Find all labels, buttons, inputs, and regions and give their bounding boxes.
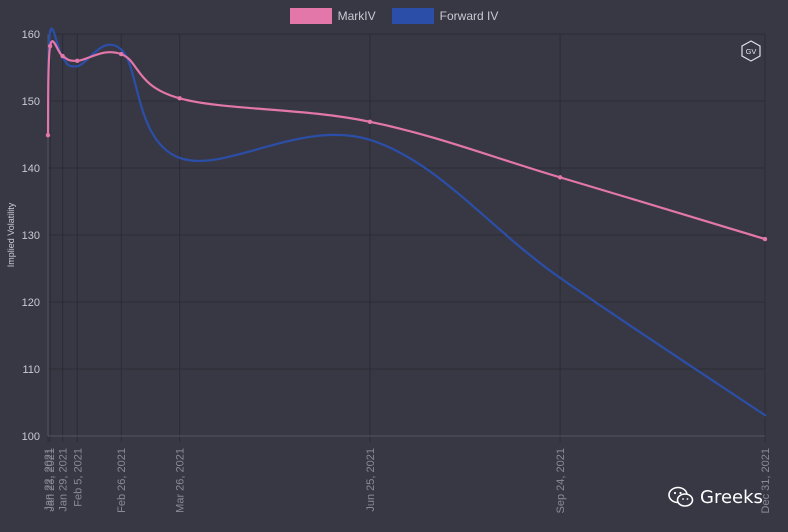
data-point-markiv — [118, 51, 124, 57]
x-tick-label: Feb 5, 2021 — [72, 448, 84, 507]
y-axis-title: Implied Volatility — [6, 202, 16, 267]
y-tick-label: 120 — [22, 297, 40, 309]
data-point-forward-iv — [763, 414, 767, 417]
x-tick-label: Jan 23, 2021 — [45, 448, 57, 512]
watermark-text: Greeks — [700, 486, 763, 508]
y-tick-label: 140 — [22, 163, 40, 175]
legend-label-markiv: MarkIV — [337, 9, 376, 23]
data-point-forward-iv — [119, 48, 123, 51]
data-point-markiv — [177, 96, 182, 101]
data-point-forward-iv — [368, 138, 372, 142]
data-point-markiv — [60, 53, 65, 59]
gv-badge: GV — [740, 40, 761, 62]
data-point-markiv — [557, 175, 563, 180]
legend-label-forward-iv: Forward IV — [439, 9, 499, 23]
x-tick-label: Dec 31, 2021 — [760, 448, 772, 513]
x-tick-label: Jan 29, 2021 — [58, 448, 70, 512]
data-point-forward-iv — [48, 30, 52, 34]
y-tick-label: 130 — [22, 230, 40, 242]
y-tick-label: 110 — [22, 364, 40, 376]
data-point-forward-iv — [558, 276, 562, 280]
y-tick-label: 160 — [22, 29, 40, 41]
x-tick-label: Sep 24, 2021 — [555, 448, 567, 513]
series-line-forward-iv — [46, 27, 766, 417]
x-tick-label: Jun 25, 2021 — [365, 448, 377, 512]
y-tick-label: 100 — [22, 431, 40, 443]
badge-text: GV — [746, 47, 757, 56]
legend: MarkIV Forward IV — [0, 8, 788, 24]
legend-item-markiv[interactable]: MarkIV — [289, 8, 376, 24]
data-point-forward-iv — [178, 156, 181, 160]
legend-item-forward-iv[interactable]: Forward IV — [391, 8, 499, 24]
watermark: Greeks — [668, 486, 763, 508]
legend-swatch-markiv — [289, 8, 332, 24]
hexagon-logo-icon: GV — [741, 40, 761, 62]
y-tick-label: 150 — [22, 96, 40, 108]
data-point-markiv — [367, 119, 373, 124]
data-point-markiv — [75, 58, 80, 63]
data-point-markiv — [45, 132, 51, 138]
wechat-icon — [668, 486, 694, 507]
x-tick-label: Jan 22, 2021 — [43, 448, 55, 512]
data-point-forward-iv — [76, 64, 79, 68]
legend-swatch-forward-iv — [391, 8, 434, 24]
data-point-markiv — [762, 236, 768, 242]
data-point-markiv — [47, 43, 53, 49]
x-tick-label: Feb 26, 2021 — [116, 448, 128, 513]
x-tick-label: Mar 26, 2021 — [175, 448, 187, 513]
